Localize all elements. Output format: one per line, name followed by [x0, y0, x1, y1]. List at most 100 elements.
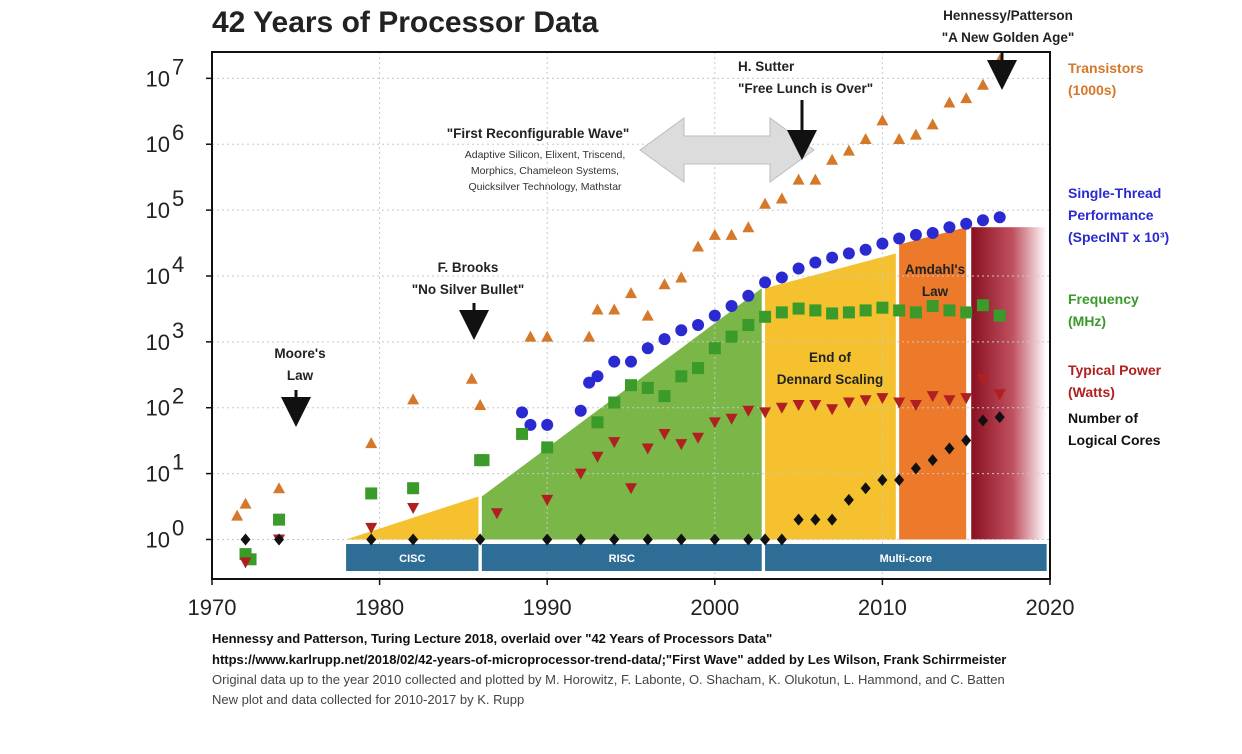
- annotations: Moore's Law F. Brooks "No Silver Bullet" H. …: [274, 8, 1075, 427]
- point-4-11: [743, 533, 754, 546]
- dennard-label-0: End of: [809, 350, 851, 365]
- point-0-23: [809, 173, 822, 185]
- point-0-22: [792, 173, 805, 185]
- point-0-8: [541, 330, 554, 342]
- point-1-28: [976, 214, 989, 227]
- legend-item-4-0: Number of: [1068, 410, 1138, 426]
- cisc-region: [346, 496, 479, 540]
- point-2-25: [859, 304, 872, 317]
- point-0-27: [876, 114, 889, 126]
- dennard-label-1: Dennard Scaling: [777, 372, 884, 387]
- point-4-4: [475, 533, 486, 546]
- point-2-13: [658, 390, 671, 403]
- point-2-3: [365, 487, 378, 500]
- x-tick-label-3: 2000: [690, 595, 739, 620]
- point-1-12: [708, 309, 721, 322]
- point-1-3: [574, 404, 587, 417]
- point-4-19: [877, 473, 888, 486]
- point-0-30: [926, 118, 939, 130]
- point-1-1: [524, 418, 537, 431]
- y-tick-label-1: 10: [146, 462, 170, 487]
- era-bar-1: [481, 544, 762, 571]
- series-0: [231, 53, 1006, 521]
- point-0-29: [909, 128, 922, 140]
- point-0-26: [859, 133, 872, 145]
- point-3-2: [365, 522, 378, 534]
- point-2-19: [759, 310, 772, 323]
- point-2-9: [591, 416, 604, 429]
- point-0-21: [775, 192, 788, 204]
- point-2-22: [809, 304, 822, 317]
- point-3-16: [742, 405, 755, 417]
- point-2-21: [792, 302, 805, 315]
- point-3-28: [943, 395, 956, 407]
- point-2-31: [960, 306, 973, 319]
- era-label-1: RISC: [609, 553, 635, 565]
- point-4-21: [910, 462, 921, 475]
- legend-item-1-0: Single-Thread: [1068, 185, 1161, 201]
- point-2-23: [826, 307, 839, 320]
- point-3-19: [792, 399, 805, 411]
- point-1-13: [725, 300, 738, 313]
- point-4-22: [927, 454, 938, 467]
- wave-title: "First Reconfigurable Wave": [447, 126, 630, 141]
- wave-line-2: Quicksilver Technology, Mathstar: [468, 181, 622, 193]
- point-3-27: [926, 391, 939, 403]
- risc-region: [481, 288, 762, 540]
- era-background-regions: [346, 227, 1047, 540]
- point-4-14: [793, 513, 804, 526]
- point-3-20: [809, 399, 822, 411]
- point-2-10: [608, 396, 621, 409]
- data-series: [231, 53, 1006, 569]
- point-3-31: [993, 389, 1006, 401]
- point-0-13: [641, 309, 654, 321]
- point-1-22: [876, 237, 889, 250]
- point-1-5: [591, 370, 604, 383]
- point-1-16: [775, 271, 788, 284]
- point-2-27: [893, 304, 906, 317]
- sutter-label-0: H. Sutter: [738, 59, 795, 74]
- y-tick-label-3: 10: [146, 330, 170, 355]
- y-tick-exp-6: 6: [172, 120, 184, 145]
- point-4-7: [609, 533, 620, 546]
- point-1-8: [641, 342, 654, 355]
- legend-item-0-0: Transistors: [1068, 60, 1144, 76]
- point-2-20: [775, 306, 788, 319]
- point-3-22: [842, 397, 855, 409]
- point-0-2: [273, 482, 286, 494]
- credit-line-4: New plot and data collected for 2010-201…: [212, 692, 524, 707]
- series-3: [239, 374, 1006, 569]
- legend-item-3-1: (Watts): [1068, 384, 1115, 400]
- point-0-6: [474, 398, 487, 410]
- point-3-3: [407, 503, 420, 515]
- point-0-19: [742, 221, 755, 233]
- y-tick-exp-3: 3: [172, 318, 184, 343]
- y-tick-exp-5: 5: [172, 186, 184, 211]
- point-4-9: [676, 533, 687, 546]
- x-tick-label-5: 2020: [1026, 595, 1075, 620]
- y-tick-exp-2: 2: [172, 384, 184, 409]
- hp-label-1: "A New Golden Age": [942, 30, 1075, 45]
- point-1-29: [993, 211, 1006, 224]
- point-3-7: [591, 451, 604, 463]
- point-2-29: [926, 300, 939, 313]
- x-axis-ticks: 1970 1980 1990 2000 2010 2020: [188, 579, 1075, 620]
- point-1-24: [909, 228, 922, 241]
- point-2-11: [625, 379, 637, 392]
- wave-line-0: Adaptive Silicon, Elixent, Triscend,: [465, 149, 626, 161]
- point-3-5: [541, 494, 554, 506]
- point-3-21: [826, 404, 839, 416]
- point-0-15: [675, 271, 688, 283]
- point-3-23: [859, 395, 872, 407]
- reconfigurable-wave-arrow: [639, 117, 815, 183]
- x-tick-label-0: 1970: [188, 595, 237, 620]
- era-bars: CISC RISC Multi-core: [346, 544, 1047, 571]
- sutter-label-1: "Free Lunch is Over": [738, 81, 873, 96]
- point-1-6: [608, 355, 621, 368]
- series-4: [240, 411, 1005, 546]
- point-4-24: [961, 434, 972, 447]
- point-4-20: [894, 473, 905, 486]
- point-1-15: [759, 276, 772, 289]
- series-1: [516, 211, 1006, 431]
- point-1-25: [926, 226, 939, 239]
